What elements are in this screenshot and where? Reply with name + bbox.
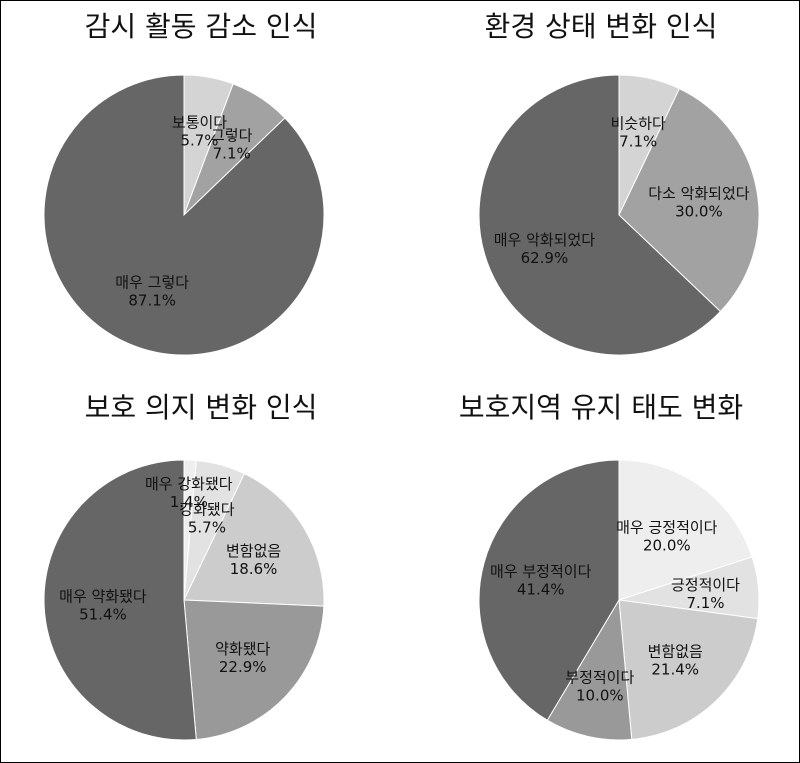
pie-slice — [43, 74, 325, 356]
slice-value-label: 87.1% — [128, 292, 176, 310]
pie-panel-1: 환경 상태 변화 인식 비슷하다 7.1% 다소 악화되었다 30.0% 매우 악화되었… — [401, 1, 800, 382]
slice-value-label: 21.4% — [651, 661, 699, 679]
slice-label: 비슷하다 — [611, 114, 666, 132]
pie-slice — [183, 473, 325, 607]
pie-slice — [183, 599, 325, 741]
pie-slice — [618, 88, 760, 313]
slice-value-label: 20.0% — [643, 536, 691, 554]
slice-label: 매우 악화되었다 — [494, 231, 596, 249]
slice-value-label: 41.4% — [517, 580, 565, 598]
pie-panel-2: 보호 의지 변화 인식 매우 강화됐다 1.4% 강화됐다 5.7% 변함없음 18.6%… — [1, 382, 401, 763]
pie-slice — [618, 599, 759, 740]
pie-slice — [43, 459, 197, 741]
pie-slice — [478, 459, 620, 721]
slice-value-label: 7.1% — [213, 145, 251, 163]
slice-label: 매우 그렇다 — [115, 274, 189, 292]
slice-value-label: 30.0% — [675, 202, 723, 220]
slice-label: 강화됐다 — [179, 500, 234, 518]
slice-label: 매우 부정적이다 — [490, 562, 592, 580]
slice-value-label: 7.1% — [686, 594, 724, 612]
chart-title: 보호 의지 변화 인식 — [84, 391, 318, 424]
pie-slice — [478, 74, 722, 356]
chart-title: 보호지역 유지 태도 변화 — [458, 391, 744, 424]
chart-title: 감시 활동 감소 인식 — [84, 10, 318, 43]
slice-value-label: 5.7% — [188, 518, 226, 536]
slice-label: 약화됐다 — [215, 640, 270, 658]
slice-value-label: 22.9% — [219, 658, 267, 676]
slice-label: 매우 강화됐다 — [145, 475, 233, 493]
slice-value-label: 1.4% — [170, 493, 208, 511]
slice-value-label: 51.4% — [79, 606, 127, 624]
slice-value-label: 7.1% — [619, 132, 657, 150]
slice-label: 그렇다 — [211, 127, 253, 145]
slice-label: 보통이다 — [172, 114, 227, 132]
slice-value-label: 18.6% — [230, 560, 278, 578]
slice-label: 변함없음 — [226, 542, 281, 560]
slice-value-label: 10.0% — [576, 687, 624, 705]
slice-label: 부정적이다 — [565, 669, 634, 687]
pie-slice — [546, 598, 633, 741]
pie-panel-3: 보호지역 유지 태도 변화 매우 긍정적이다 20.0% 긍정적이다 7.1% 변함없음… — [401, 382, 800, 763]
pie-panel-0: 감시 활동 감소 인식 보통이다 5.7% 그렇다 7.1% 매우 그렇다 87.1% — [1, 1, 401, 382]
slice-label: 변함없음 — [648, 643, 703, 661]
slice-label: 긍정적이다 — [671, 576, 740, 594]
chart-title: 환경 상태 변화 인식 — [484, 10, 718, 43]
pie-slice — [618, 459, 753, 601]
slice-value-label: 5.7% — [180, 132, 218, 150]
slice-label: 매우 약화됐다 — [59, 588, 147, 606]
slice-label: 다소 악화되었다 — [648, 184, 750, 202]
slice-value-label: 62.9% — [521, 249, 569, 267]
slice-label: 매우 긍정적이다 — [616, 518, 718, 536]
